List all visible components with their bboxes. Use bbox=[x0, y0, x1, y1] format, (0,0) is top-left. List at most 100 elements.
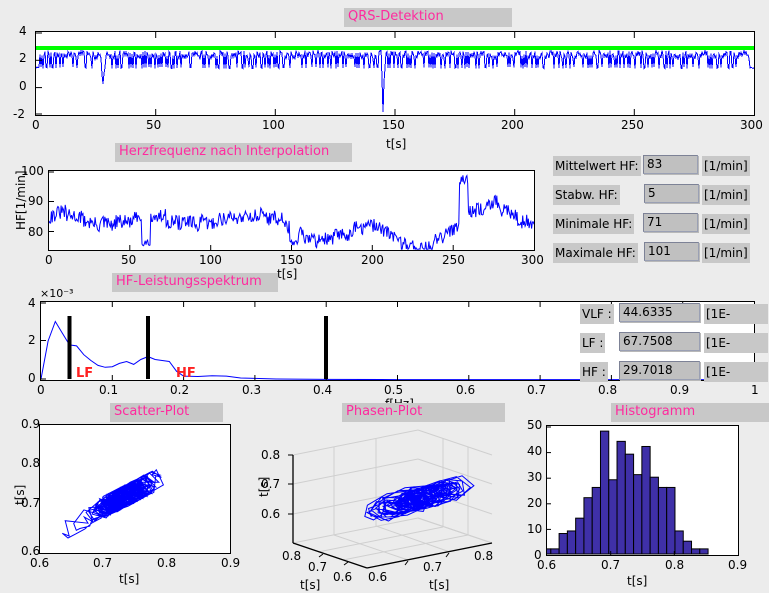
histogram-axes[interactable] bbox=[546, 425, 739, 556]
stat-label-mean: Mittelwert HF: bbox=[553, 156, 641, 176]
stat-label-max: Maximale HF: bbox=[553, 243, 638, 263]
band-row-hf: HF : 29.7018 [1E- bbox=[540, 361, 769, 382]
scatter-axes[interactable] bbox=[39, 424, 231, 554]
stat-label-std: Stabw. HF: bbox=[553, 185, 620, 205]
spectrum-svg bbox=[41, 302, 754, 380]
stat-unit-max: [1/min] bbox=[702, 243, 750, 263]
qrs-ytick-4: 4 bbox=[19, 24, 27, 38]
hr-xtick-0: 0 bbox=[45, 253, 53, 267]
band-value-vlf[interactable]: 44.6335 bbox=[619, 303, 700, 322]
qrs-detection-title: QRS-Detektion bbox=[344, 8, 512, 27]
qrs-axes[interactable] bbox=[35, 31, 755, 116]
hr-ytick-90: 90 bbox=[28, 194, 44, 208]
hist-xtick-09: 0.9 bbox=[728, 558, 748, 572]
spectrum-exponent: ×10⁻³ bbox=[40, 287, 74, 300]
scatter-ylabel: t[s] bbox=[13, 484, 27, 505]
hist-xtick-06: 0.6 bbox=[537, 558, 557, 572]
histogram-bar bbox=[657, 486, 668, 555]
band-label-lf: LF : bbox=[580, 333, 606, 353]
qrs-detection-panel: QRS-Detektion 4 2 0 -2 bbox=[0, 0, 769, 151]
spectrum-xtick-09: 0.9 bbox=[670, 383, 690, 397]
band-unit-hf: [1E- bbox=[704, 362, 768, 382]
qrs-xtick-300: 300 bbox=[740, 118, 763, 132]
histogram-bar bbox=[616, 440, 626, 555]
spectrum-xtick-08: 0.8 bbox=[598, 383, 618, 397]
histogram-bar bbox=[649, 476, 659, 555]
histogram-bar bbox=[682, 540, 693, 555]
histogram-bar bbox=[558, 533, 568, 555]
spectrum-xtick-0: 0 bbox=[37, 383, 45, 397]
qrs-xtick-200: 200 bbox=[501, 118, 524, 132]
spectrum-ytick-0: 0 bbox=[28, 371, 36, 385]
histogram-bars bbox=[547, 430, 709, 555]
hist-ytick-50: 50 bbox=[527, 418, 543, 432]
histogram-bar bbox=[641, 445, 651, 555]
hist-ytick-30: 30 bbox=[527, 470, 543, 484]
histogram-bar bbox=[674, 530, 684, 555]
phase-ylabel: t[s] bbox=[429, 578, 450, 592]
hist-ytick-40: 40 bbox=[527, 444, 543, 458]
spectrum-xtick-04: 0.4 bbox=[313, 383, 333, 397]
hr-xtick-250: 250 bbox=[442, 253, 465, 267]
band-unit-lf: [1E- bbox=[704, 333, 768, 353]
hr-ytick-80: 80 bbox=[28, 225, 44, 239]
stat-value-min[interactable]: 71 bbox=[643, 213, 698, 232]
stat-value-max[interactable]: 101 bbox=[644, 242, 699, 261]
qrs-ytick-2: 2 bbox=[19, 51, 27, 65]
scatter-ytick-06: 0.6 bbox=[21, 544, 41, 558]
histogram-bar bbox=[624, 453, 635, 555]
band-row-vlf: VLF : 44.6335 [1E- bbox=[540, 303, 769, 324]
heart-rate-title: Herzfrequenz nach Interpolation bbox=[115, 143, 352, 162]
hf-stats-group: Mittelwert HF: 83 [1/min] Stabw. HF: 5 [… bbox=[540, 150, 769, 275]
histogram-bar bbox=[591, 486, 601, 555]
stat-value-mean[interactable]: 83 bbox=[643, 155, 698, 174]
hr-ylabel: HF[1/min] bbox=[14, 170, 28, 230]
band-value-lf[interactable]: 67.7508 bbox=[619, 332, 700, 351]
histogram-bar bbox=[550, 548, 560, 555]
histogram-bar bbox=[633, 474, 643, 555]
scatter-xtick-06: 0.6 bbox=[30, 556, 50, 570]
scatter-xlabel: t[s] bbox=[119, 572, 140, 586]
scatter-xtick-07: 0.7 bbox=[93, 556, 113, 570]
stat-row-max: Maximale HF: 101 [1/min] bbox=[540, 242, 769, 263]
hr-xtick-300: 300 bbox=[521, 253, 544, 267]
phase-ytick-06: 0.6 bbox=[368, 570, 388, 584]
hr-xtick-50: 50 bbox=[121, 253, 137, 267]
hr-ytick-100: 100 bbox=[21, 164, 44, 178]
band-label-vlf: VLF : bbox=[580, 304, 614, 324]
spectrum-hf-label: HF bbox=[176, 366, 196, 381]
heart-rate-axes[interactable] bbox=[48, 170, 535, 251]
hr-xtick-150: 150 bbox=[280, 253, 303, 267]
hist-ytick-0: 0 bbox=[534, 548, 542, 562]
phase-ytick-08: 0.8 bbox=[474, 549, 494, 563]
histogram-bar bbox=[608, 479, 618, 555]
stat-row-min: Minimale HF: 71 [1/min] bbox=[540, 213, 769, 234]
hist-ytick-10: 10 bbox=[527, 522, 543, 536]
hist-ytick-20: 20 bbox=[527, 496, 543, 510]
histogram-bar bbox=[566, 530, 577, 555]
scatter-ytick-07: 0.7 bbox=[21, 496, 41, 510]
histogram-bar bbox=[575, 517, 585, 555]
histogram-bar bbox=[547, 548, 552, 555]
qrs-xtick-100: 100 bbox=[262, 118, 285, 132]
stat-value-std[interactable]: 5 bbox=[644, 184, 699, 203]
phase-3d-svg bbox=[288, 429, 493, 569]
scatter-xtick-08: 0.8 bbox=[157, 556, 177, 570]
qrs-xtick-0: 0 bbox=[32, 118, 40, 132]
spectrum-panel: HF-Leistungsspektrum ×10⁻³ 4 2 0 bbox=[0, 270, 759, 411]
histogram-bar bbox=[691, 548, 701, 555]
spectrum-xtick-06: 0.6 bbox=[456, 383, 476, 397]
scatter-svg bbox=[61, 468, 165, 539]
spectrum-xtick-01: 0.1 bbox=[99, 383, 119, 397]
band-value-hf[interactable]: 29.7018 bbox=[619, 361, 700, 380]
spectrum-lf-label: LF bbox=[76, 366, 94, 381]
scatter-panel: Scatter-Plot 0.9 0.8 0.7 0.6 t[s] 0.6 0.… bbox=[0, 400, 255, 593]
hr-xtick-200: 200 bbox=[361, 253, 384, 267]
phase-xtick-08: 0.8 bbox=[282, 549, 302, 563]
hr-xlabel: t[s] bbox=[277, 267, 298, 281]
scatter-title: Scatter-Plot bbox=[110, 403, 223, 422]
histogram-bar bbox=[699, 548, 709, 555]
qrs-ytick-0: 0 bbox=[19, 79, 27, 93]
histogram-xlabel: t[s] bbox=[627, 574, 648, 588]
phase-axes[interactable] bbox=[255, 422, 515, 572]
